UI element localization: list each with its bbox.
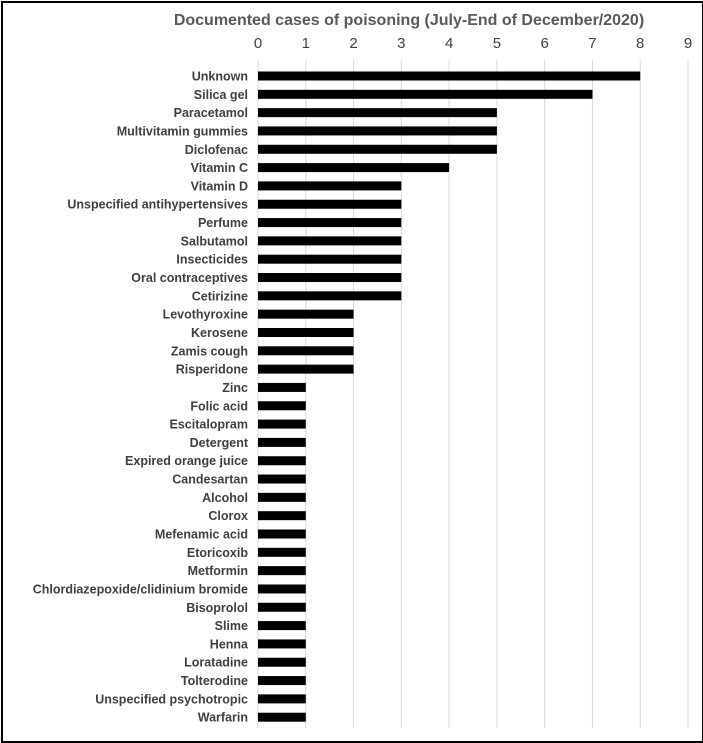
gridlines [257,60,689,728]
bar [258,456,306,466]
x-tick-label: 1 [302,35,310,52]
bar [258,309,354,319]
bar [258,419,306,429]
bar [258,273,402,283]
bar [258,181,402,191]
bar [258,694,306,704]
bar [258,547,306,557]
bar [258,108,497,118]
bar [258,437,306,447]
category-label: Vitamin C [191,161,248,175]
category-label: Risperidone [176,363,248,377]
category-label: Detergent [190,436,249,450]
x-tick-label: 6 [540,35,548,52]
category-labels: Unknown Silica gel Paracetamol Multivitamin… [33,70,249,725]
bar [258,602,306,612]
bar [258,364,354,374]
category-label: Insecticides [176,253,248,267]
category-label: Clorox [208,509,248,523]
x-tick-label: 2 [349,35,357,52]
category-label: Folic acid [190,399,248,413]
bar [258,254,402,264]
category-label: Zamis cough [171,344,248,358]
category-label: Slime [215,619,248,633]
category-label: Multivitamin gummies [117,124,248,138]
category-label: Chlordiazepoxide/clidinium bromide [33,582,248,596]
bar [258,382,306,392]
category-label: Cetirizine [192,289,248,303]
category-label: Alcohol [202,491,248,505]
x-tick-label: 5 [493,35,501,52]
x-tick-label: 3 [397,35,405,52]
bar [258,163,450,173]
bar [258,511,306,521]
bar [258,676,306,686]
category-label: Metformin [188,564,248,578]
bar [258,401,306,411]
bar [258,639,306,649]
bar [258,218,402,228]
bar [258,584,306,594]
category-label: Paracetamol [174,106,248,120]
category-label: Silica gel [194,88,248,102]
category-label: Levothyroxine [163,308,248,322]
x-tick-label: 0 [254,35,262,52]
category-label: Escitalopram [169,418,248,432]
bar [258,657,306,667]
category-label: Unknown [192,70,248,84]
bar [258,529,306,539]
bar [258,566,306,576]
category-label: Candesartan [172,473,248,487]
category-label: Warfarin [198,711,248,725]
category-label: Unspecified antihypertensives [67,198,248,212]
bar [258,327,354,337]
x-tick-label: 8 [636,35,644,52]
category-label: Tolterodine [181,674,248,688]
bar [258,144,497,154]
bar [258,346,354,356]
category-label: Perfume [198,216,248,230]
category-label: Zinc [222,381,248,395]
category-label: Salbutamol [181,234,248,248]
x-tick-label: 9 [684,35,692,52]
bar [258,712,306,722]
category-label: Unspecified psychotropic [95,692,248,706]
bar [258,71,641,81]
category-label: Etoricoxib [187,546,248,560]
bar [258,492,306,502]
bar [258,291,402,301]
x-tick-label: 7 [588,35,596,52]
bar [258,236,402,246]
category-label: Bisoprolol [186,601,248,615]
bar [258,621,306,631]
category-label: Kerosene [191,326,248,340]
x-tick-label: 4 [445,35,453,52]
bar [258,199,402,209]
category-label: Oral contraceptives [131,271,248,285]
category-label: Henna [210,637,249,651]
category-label: Diclofenac [185,143,248,157]
bar [258,474,306,484]
bar [258,126,497,136]
category-label: Vitamin D [191,179,248,193]
bar [258,89,593,99]
chart-title: Documented cases of poisoning (July-End … [174,12,644,29]
x-axis-ticks: 0 1 2 3 4 5 6 7 8 9 [254,35,692,52]
category-label: Mefenamic acid [155,528,248,542]
category-label: Expired orange juice [125,454,248,468]
category-label: Loratadine [184,656,248,670]
bars [258,71,641,722]
